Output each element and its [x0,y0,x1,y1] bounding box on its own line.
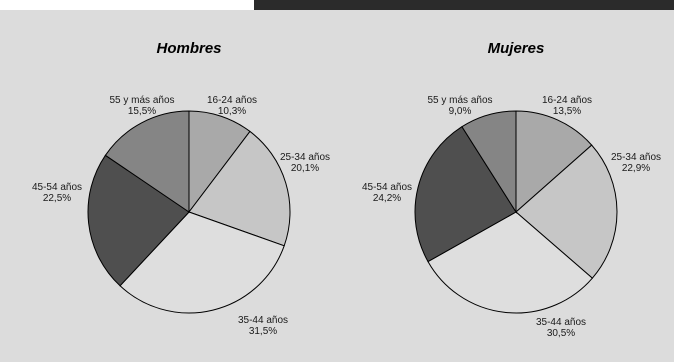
slice-label-mujeres-35-44: 35-44 años 30,5% [536,317,586,339]
slice-label-hombres-55-mas: 55 y más años 15,5% [109,95,174,117]
pie-mujeres: 16-24 años 13,5% 25-34 años 22,9% 35-44 años… [362,95,661,339]
slice-value-mujeres-25-34: 22,9% [622,163,650,174]
slice-value-hombres-45-54: 22,5% [43,193,71,204]
slice-label-text-hombres-35-44: 35-44 años [238,315,288,326]
slice-value-mujeres-45-54: 24,2% [373,193,401,204]
pie-slice-hombres-55-mas [104,110,190,213]
pie-slice-hombres-45-54 [87,154,190,287]
slice-value-hombres-16-24: 10,3% [218,106,246,117]
slice-value-mujeres-16-24: 13,5% [553,106,581,117]
slice-label-text-mujeres-55-mas: 55 y más años [427,95,492,106]
pie-slice-hombres-35-44 [119,211,285,314]
slice-label-mujeres-16-24: 16-24 años 13,5% [542,95,592,117]
slice-label-hombres-45-54: 45-54 años 22,5% [32,182,82,204]
slice-value-hombres-55-mas: 15,5% [128,106,156,117]
slice-label-text-mujeres-25-34: 25-34 años [611,152,661,163]
top-black-band [254,0,674,10]
slice-value-hombres-25-34: 20,1% [291,163,319,174]
slice-label-text-mujeres-45-54: 45-54 años [362,182,412,193]
slice-label-text-hombres-55-mas: 55 y más años [109,95,174,106]
slice-label-text-hombres-16-24: 16-24 años [207,95,257,106]
slice-label-mujeres-45-54: 45-54 años 24,2% [362,182,412,204]
top-white-band [0,0,254,10]
slice-label-text-hombres-45-54: 45-54 años [32,182,82,193]
pie-slice-mujeres-35-44 [427,211,594,314]
slice-label-mujeres-25-34: 25-34 años 22,9% [611,152,661,174]
slice-label-text-mujeres-16-24: 16-24 años [542,95,592,106]
slice-label-text-hombres-25-34: 25-34 años [280,152,330,163]
chart-title-hombres: Hombres [156,40,221,57]
chart-title-mujeres: Mujeres [488,40,545,57]
slice-value-mujeres-55-mas: 9,0% [449,106,472,117]
slice-label-hombres-25-34: 25-34 años 20,1% [280,152,330,174]
pie-slice-mujeres-25-34 [515,144,618,279]
pie-slice-mujeres-16-24 [515,110,593,214]
pie-hombres: 16-24 años 10,3% 25-34 años 20,1% 35-44 años… [32,95,330,337]
pie-slice-mujeres-45-54 [414,125,517,263]
slice-value-hombres-35-44: 31,5% [249,326,277,337]
slice-label-hombres-16-24: 16-24 años 10,3% [207,95,257,117]
slice-label-text-mujeres-35-44: 35-44 años [536,317,586,328]
slice-value-mujeres-35-44: 30,5% [547,328,575,339]
slice-label-mujeres-55-mas: 55 y más años 9,0% [427,95,492,117]
pie-slice-mujeres-55-mas [461,110,517,214]
pie-slice-hombres-25-34 [188,130,291,247]
slice-label-hombres-35-44: 35-44 años 31,5% [238,315,288,337]
